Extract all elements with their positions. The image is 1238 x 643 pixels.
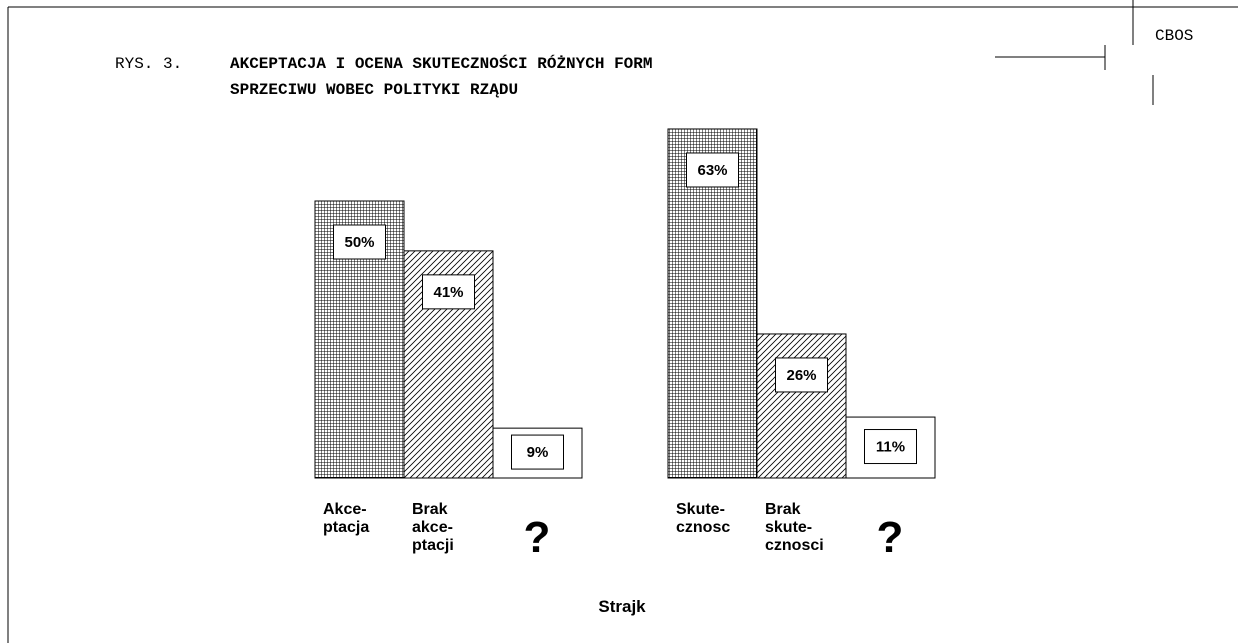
title-line: AKCEPTACJA I OCENA SKUTECZNOŚCI RÓŻNYCH … (230, 54, 652, 73)
category-label: skute- (765, 519, 812, 536)
category-label: ptacji (412, 537, 454, 554)
category-label: Akce- (323, 501, 367, 518)
category-label: ? (877, 513, 904, 562)
value-label-box (775, 357, 828, 393)
frame (7, 0, 1238, 643)
category-label: Brak (765, 501, 801, 518)
category-label: cznosc (676, 519, 730, 536)
category-label: Brak (412, 501, 448, 518)
x-axis-label: Strajk (598, 597, 646, 616)
value-label: 26% (786, 367, 816, 384)
category-label: Skute- (676, 501, 725, 518)
value-label: 50% (344, 234, 374, 251)
value-label-box (511, 434, 564, 470)
value-label: 9% (527, 444, 549, 461)
value-label-box (686, 152, 739, 188)
value-label-box (864, 429, 917, 465)
category-label: cznosci (765, 537, 824, 554)
figure-number: RYS. 3. (115, 55, 182, 73)
title-line: SPRZECIWU WOBEC POLITYKI RZĄDU (230, 81, 518, 99)
value-label-box (333, 224, 386, 260)
value-label: 11% (876, 439, 905, 456)
value-label-box (422, 274, 475, 310)
value-label: 63% (697, 162, 727, 179)
value-label: 41% (433, 284, 463, 301)
category-label: akce- (412, 519, 453, 536)
bar (756, 333, 847, 479)
category-label: ? (524, 513, 551, 562)
category-label: ptacja (323, 519, 369, 536)
source: CBOS (1155, 27, 1193, 45)
